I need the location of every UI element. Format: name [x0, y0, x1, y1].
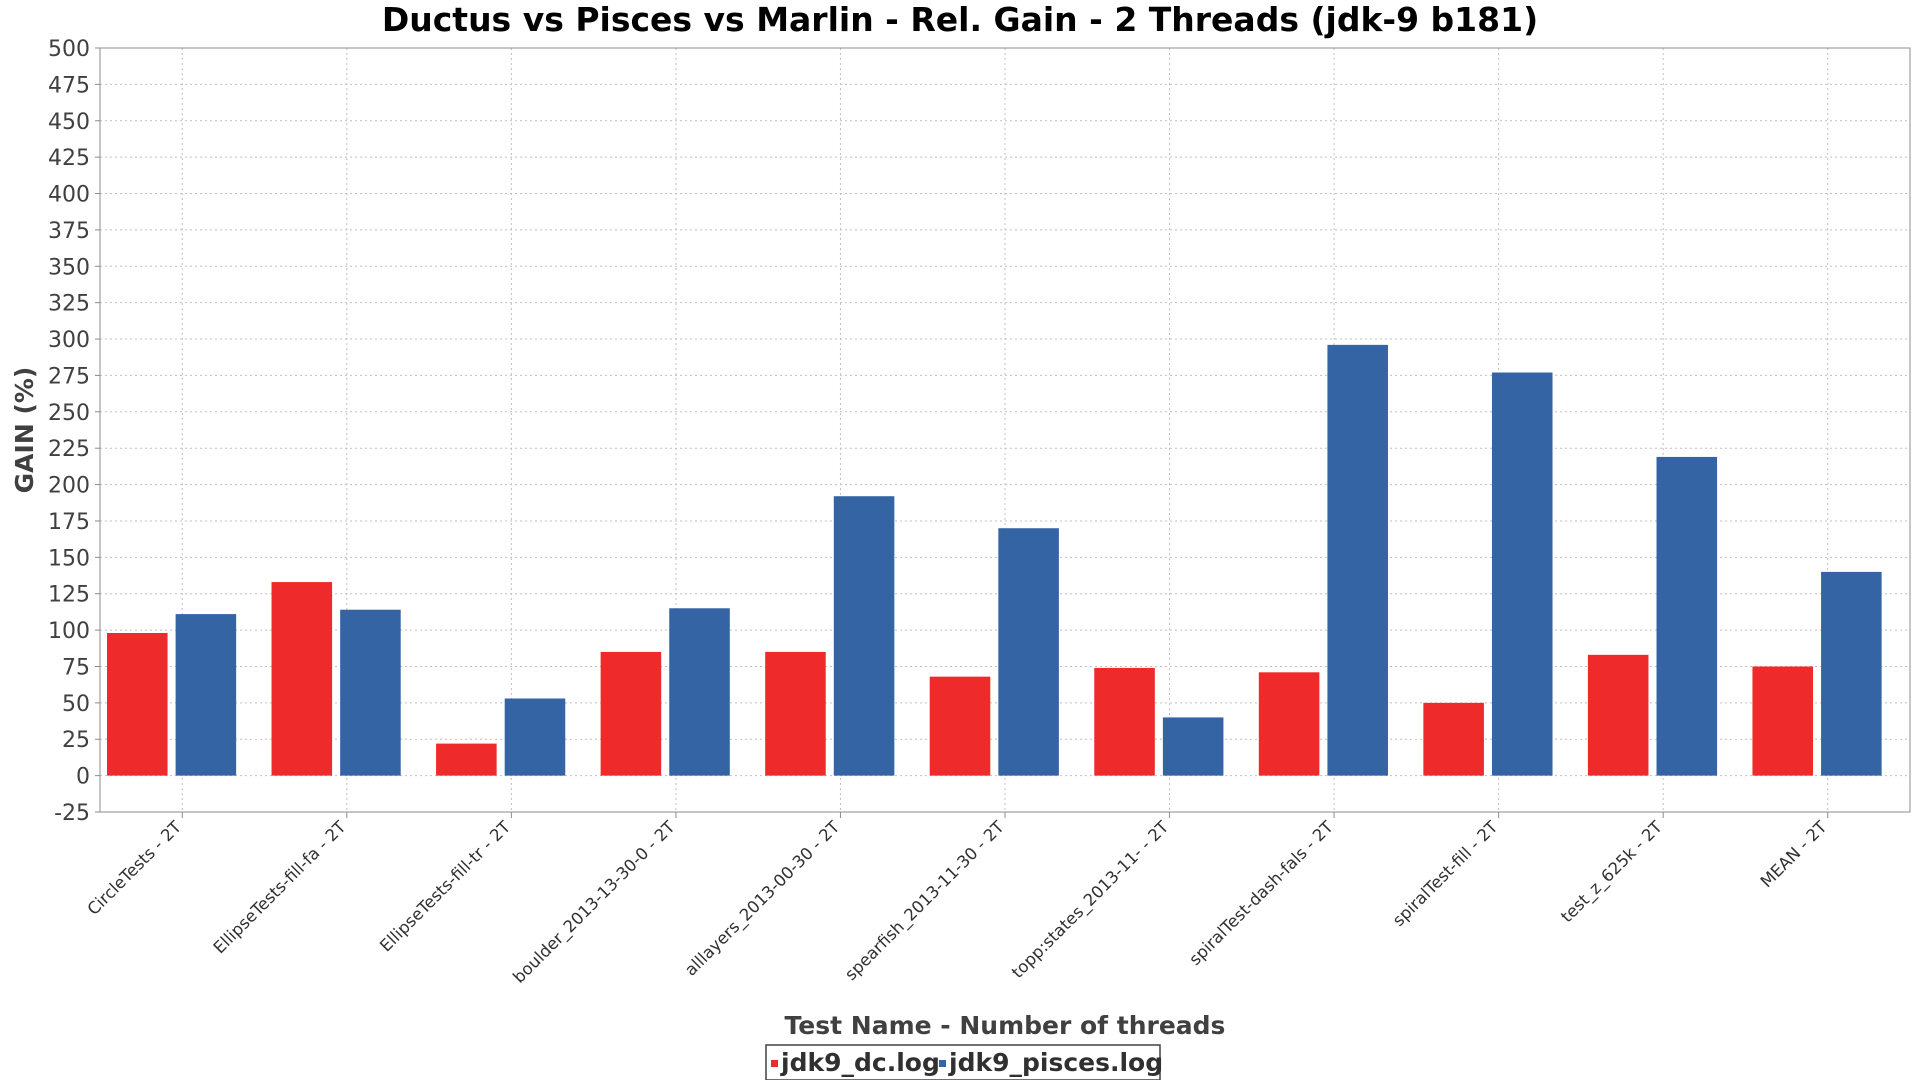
bar-jdk9-pisces-log-8: [1491, 372, 1553, 776]
y-tick-label: 325: [48, 292, 90, 317]
y-tick-label: 250: [48, 401, 90, 426]
x-tick-label: test_z_625k - 2T: [1557, 817, 1667, 927]
bar-jdk9-pisces-log-2: [504, 698, 566, 776]
y-tick-label: 0: [76, 765, 90, 790]
x-tick-label: boulder_2013-13-30-0 - 2T: [509, 817, 680, 988]
y-tick-label: 25: [62, 728, 90, 753]
bar-jdk9-dc-log-1: [271, 582, 333, 776]
y-tick-label: -25: [54, 801, 90, 826]
chart-title: Ductus vs Pisces vs Marlin - Rel. Gain -…: [382, 0, 1538, 39]
y-tick-label: 450: [48, 110, 90, 135]
x-axis-title: Test Name - Number of threads: [785, 1011, 1226, 1040]
x-tick-label: CircleTests - 2T: [84, 817, 186, 919]
bar-jdk9-pisces-log-5: [998, 528, 1059, 776]
y-axis-title: GAIN (%): [10, 367, 39, 494]
bar-jdk9-dc-log-10: [1752, 666, 1814, 776]
bar-jdk9-pisces-log-1: [340, 609, 401, 776]
legend-frame: [765, 1044, 1161, 1080]
bar-jdk9-pisces-log-9: [1656, 456, 1718, 776]
x-tick-label: EllipseTests-fill-fa - 2T: [210, 817, 351, 958]
y-tick-label: 75: [62, 655, 90, 680]
y-tick-label: 50: [62, 692, 90, 717]
bar-jdk9-pisces-log-0: [175, 614, 237, 776]
y-tick-label: 500: [48, 37, 90, 62]
x-tick-label: EllipseTests-fill-tr - 2T: [376, 817, 515, 956]
x-tick-label: spearfish_2013-11-30 - 2T: [841, 817, 1009, 985]
bar-jdk9-dc-log-4: [765, 651, 826, 776]
y-tick-label: 375: [48, 219, 90, 244]
bar-jdk9-dc-log-0: [106, 633, 168, 776]
y-tick-label: 475: [48, 73, 90, 98]
legend-label-jdk9-dc: jdk9_dc.log: [780, 1048, 940, 1077]
y-tick-label: 175: [48, 510, 90, 535]
y-tick-label: 125: [48, 583, 90, 608]
x-tick-label: spiralTest-dash-fals - 2T: [1185, 817, 1337, 969]
legend-swatch-jdk9-pisces: [939, 1060, 946, 1067]
bars: [106, 344, 1882, 776]
legend: jdk9_dc.log jdk9_pisces.log: [765, 1044, 1163, 1080]
x-tick-label: alllayers_2013-00-30 - 2T: [681, 817, 845, 981]
bar-jdk9-pisces-log-7: [1327, 344, 1388, 776]
y-tick-label: 350: [48, 255, 90, 280]
y-tick-label: 275: [48, 364, 90, 389]
bar-jdk9-dc-log-9: [1587, 654, 1649, 776]
y-tick-label: 225: [48, 437, 90, 462]
bar-jdk9-pisces-log-3: [669, 608, 730, 776]
x-tick-label: MEAN - 2T: [1757, 817, 1831, 891]
legend-label-jdk9-pisces: jdk9_pisces.log: [948, 1048, 1163, 1077]
bar-jdk9-pisces-log-6: [1162, 717, 1224, 776]
y-tick-label: 100: [48, 619, 90, 644]
bar-jdk9-dc-log-3: [600, 651, 662, 776]
bar-jdk9-pisces-log-4: [833, 496, 895, 776]
bar-jdk9-dc-log-2: [436, 743, 497, 776]
y-tick-label: 400: [48, 183, 90, 208]
legend-swatch-jdk9-dc: [771, 1060, 778, 1067]
bar-jdk9-dc-log-5: [929, 676, 991, 776]
y-tick-label: 300: [48, 328, 90, 353]
y-tick-label: 425: [48, 146, 90, 171]
bar-jdk9-dc-log-8: [1423, 702, 1484, 776]
x-tick-label: topp:states_2013-11- - 2T: [1008, 817, 1174, 983]
y-axis-ticks: -25 0 25 50 75 100 125 150 175 200 225 250 275 300 325…: [48, 37, 100, 826]
bar-jdk9-dc-log-6: [1094, 667, 1155, 776]
x-tick-label: spiralTest-fill - 2T: [1389, 817, 1502, 930]
y-tick-label: 150: [48, 546, 90, 571]
bar-jdk9-pisces-log-10: [1821, 571, 1882, 776]
y-tick-label: 200: [48, 474, 90, 499]
bar-jdk9-dc-log-7: [1258, 672, 1320, 776]
x-axis-ticks: CircleTests - 2T EllipseTests-fill-fa - 2…: [84, 812, 1831, 988]
